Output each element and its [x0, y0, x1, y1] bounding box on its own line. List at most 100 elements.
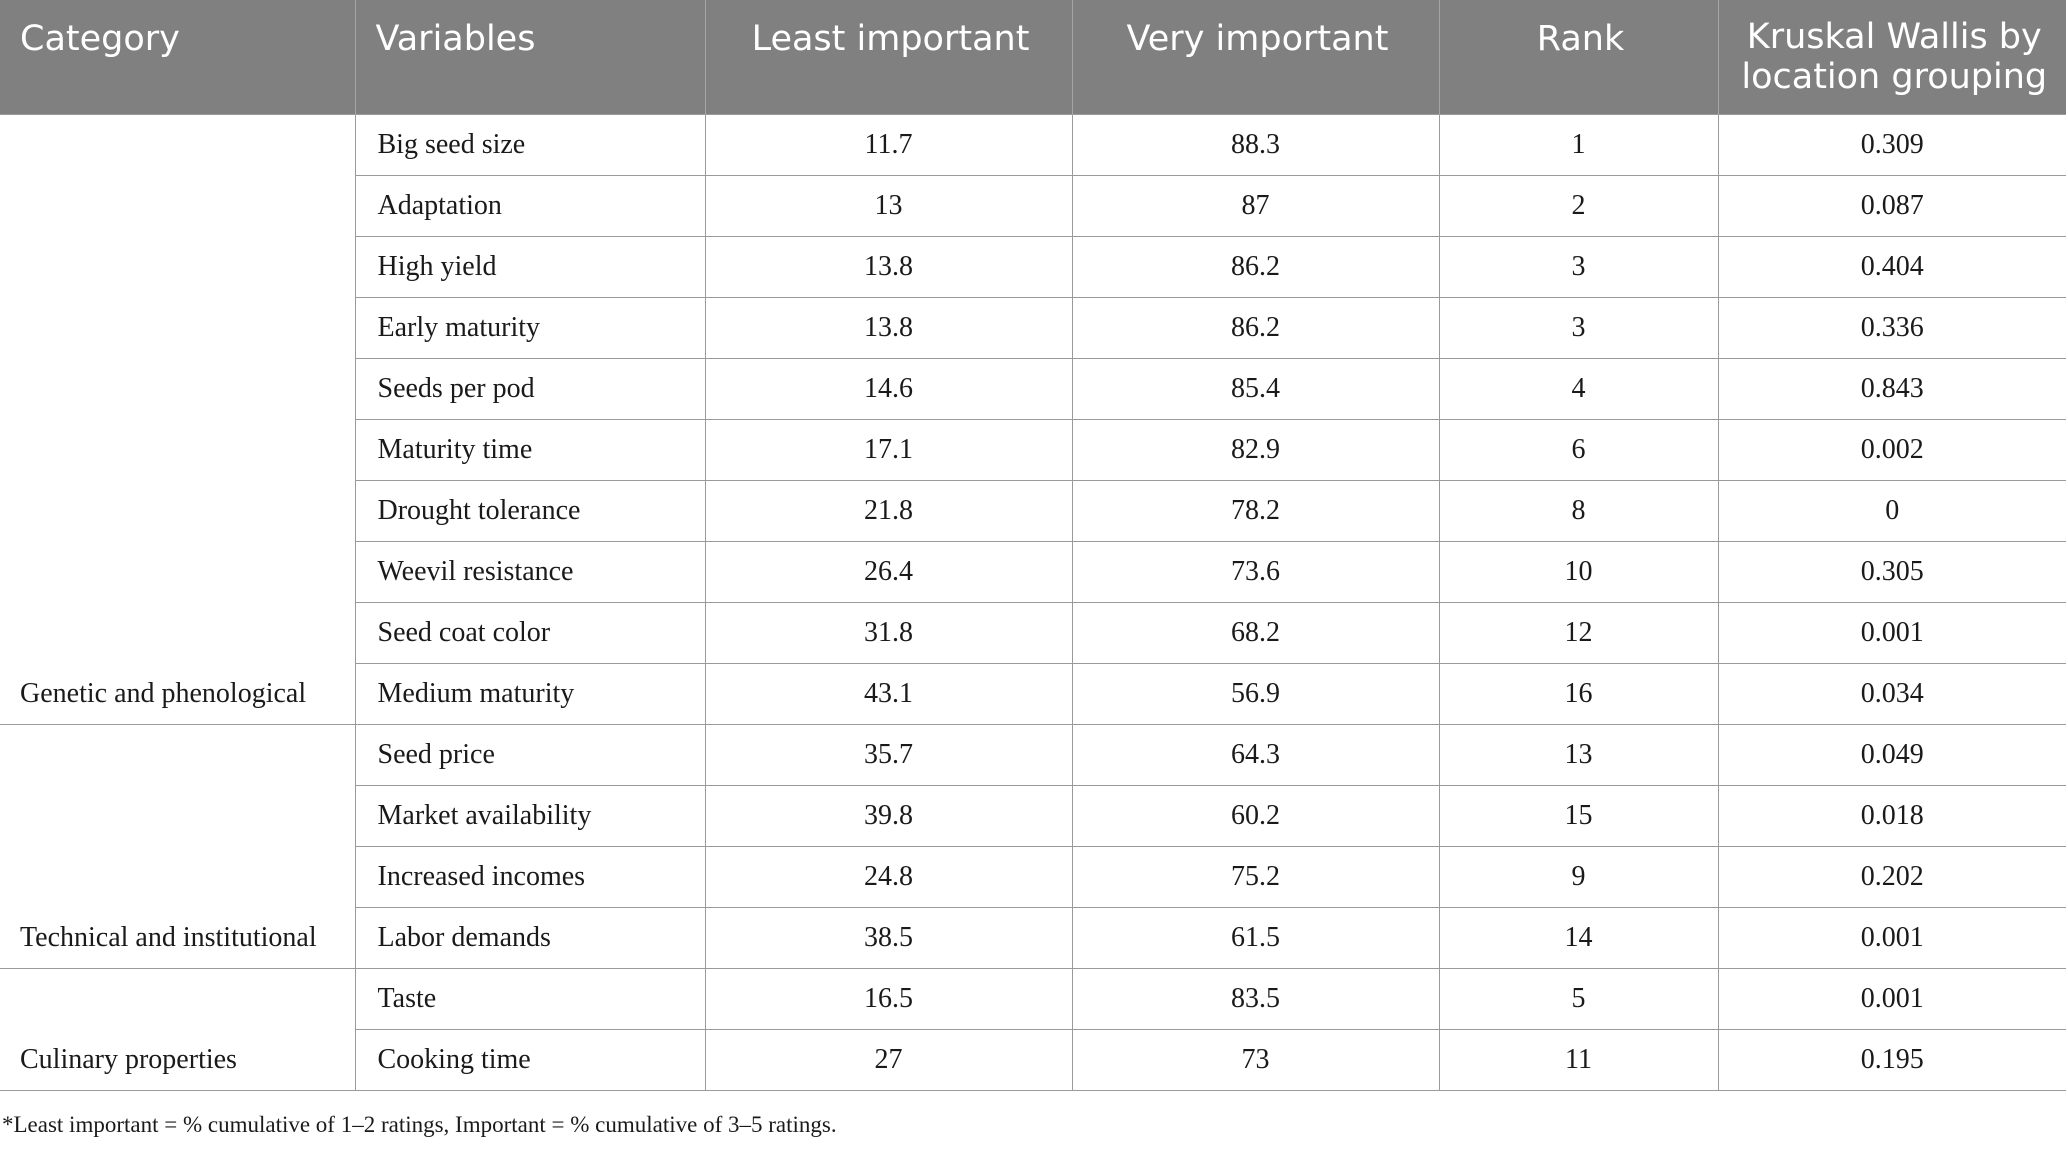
variable-cell: Seed price	[354, 723, 706, 786]
variable-cell: Medium maturity	[354, 662, 706, 725]
variable-cell: Labor demands	[354, 906, 706, 969]
least-important-cell: 31.8	[704, 601, 1073, 664]
least-important-cell: 17.1	[704, 418, 1073, 481]
least-important-cell: 11.7	[704, 113, 1073, 176]
rank-cell: 10	[1438, 540, 1719, 603]
very-important-cell: 85.4	[1071, 357, 1440, 420]
kruskal-wallis-cell: 0.002	[1717, 418, 2066, 481]
least-important-cell: 35.7	[704, 723, 1073, 786]
least-important-cell: 13.8	[704, 235, 1073, 298]
very-important-cell: 78.2	[1071, 479, 1440, 542]
very-important-cell: 83.5	[1071, 967, 1440, 1030]
kruskal-wallis-cell: 0.843	[1717, 357, 2066, 420]
header-variables: Variables	[355, 0, 706, 114]
table-row: Weevil resistance 26.4 73.6 10 0.305	[0, 540, 2066, 603]
very-important-cell: 87	[1071, 174, 1440, 237]
variable-cell: Weevil resistance	[354, 540, 706, 603]
least-important-cell: 14.6	[704, 357, 1073, 420]
kruskal-wallis-cell: 0.202	[1717, 845, 2066, 908]
rank-cell: 14	[1438, 906, 1719, 969]
rank-cell: 16	[1438, 662, 1719, 725]
table-row: Early maturity 13.8 86.2 3 0.336	[0, 296, 2066, 359]
rank-cell: 9	[1438, 845, 1719, 908]
very-important-cell: 68.2	[1071, 601, 1440, 664]
very-important-cell: 60.2	[1071, 784, 1440, 847]
kruskal-wallis-cell: 0.001	[1717, 601, 2066, 664]
kruskal-wallis-cell: 0.034	[1717, 662, 2066, 725]
variable-cell: Cooking time	[354, 1028, 706, 1091]
table-row: Genetic and phenological Big seed size 11.…	[0, 113, 2066, 725]
least-important-cell: 16.5	[704, 967, 1073, 1030]
rank-cell: 3	[1438, 235, 1719, 298]
variable-cell: Market availability	[354, 784, 706, 847]
rank-cell: 8	[1438, 479, 1719, 542]
header-category: Category	[0, 0, 356, 114]
very-important-cell: 82.9	[1071, 418, 1440, 481]
table-body: Genetic and phenological Big seed size 11.…	[0, 113, 2066, 1091]
header-least-important: Least important	[705, 0, 1073, 114]
kruskal-wallis-cell: 0.309	[1717, 113, 2066, 176]
rank-cell: 4	[1438, 357, 1719, 420]
very-important-cell: 75.2	[1071, 845, 1440, 908]
table-row: Medium maturity 43.1 56.9 16 0.034	[0, 662, 2066, 725]
kruskal-wallis-cell: 0.049	[1717, 723, 2066, 786]
variable-cell: Drought tolerance	[354, 479, 706, 542]
least-important-cell: 39.8	[704, 784, 1073, 847]
very-important-cell: 88.3	[1071, 113, 1440, 176]
rank-cell: 6	[1438, 418, 1719, 481]
variable-cell: Maturity time	[354, 418, 706, 481]
variable-cell: High yield	[354, 235, 706, 298]
category-cell: Genetic and phenological	[0, 113, 356, 725]
least-important-cell: 43.1	[704, 662, 1073, 725]
very-important-cell: 56.9	[1071, 662, 1440, 725]
kruskal-wallis-cell: 0	[1717, 479, 2066, 542]
table-row: Labor demands 38.5 61.5 14 0.001	[0, 906, 2066, 969]
kruskal-wallis-cell: 0.001	[1717, 906, 2066, 969]
rank-cell: 12	[1438, 601, 1719, 664]
ranking-table: Category Variables Least important Very …	[0, 0, 2066, 1091]
very-important-cell: 73.6	[1071, 540, 1440, 603]
kruskal-wallis-cell: 0.018	[1717, 784, 2066, 847]
least-important-cell: 24.8	[704, 845, 1073, 908]
header-row: Category Variables Least important Very …	[0, 0, 2066, 114]
kruskal-wallis-cell: 0.087	[1717, 174, 2066, 237]
rank-cell: 15	[1438, 784, 1719, 847]
table-row: Market availability 39.8 60.2 15 0.018	[0, 784, 2066, 847]
least-important-cell: 13.8	[704, 296, 1073, 359]
header-rank: Rank	[1439, 0, 1719, 114]
variable-cell: Increased incomes	[354, 845, 706, 908]
least-important-cell: 26.4	[704, 540, 1073, 603]
kruskal-wallis-cell: 0.404	[1717, 235, 2066, 298]
table-footnote: *Least important = % cumulative of 1–2 r…	[2, 1112, 837, 1137]
very-important-cell: 73	[1071, 1028, 1440, 1091]
very-important-cell: 64.3	[1071, 723, 1440, 786]
table-row: Increased incomes 24.8 75.2 9 0.202	[0, 845, 2066, 908]
kruskal-wallis-cell: 0.195	[1717, 1028, 2066, 1091]
variable-cell: Early maturity	[354, 296, 706, 359]
header-kruskal-wallis: Kruskal Wallis by location grouping	[1718, 0, 2066, 114]
rank-cell: 5	[1438, 967, 1719, 1030]
kruskal-wallis-cell: 0.336	[1717, 296, 2066, 359]
variable-cell: Big seed size	[354, 113, 706, 176]
table-header: Category Variables Least important Very …	[0, 0, 2066, 114]
header-kruskal-line2: location grouping	[1741, 56, 2048, 97]
variable-cell: Seeds per pod	[354, 357, 706, 420]
category-cell: Technical and institutional	[0, 723, 356, 969]
very-important-cell: 86.2	[1071, 296, 1440, 359]
rank-cell: 11	[1438, 1028, 1719, 1091]
category-cell: Culinary properties	[0, 967, 356, 1091]
least-important-cell: 38.5	[704, 906, 1073, 969]
table-row: Drought tolerance 21.8 78.2 8 0	[0, 479, 2066, 542]
kruskal-wallis-cell: 0.305	[1717, 540, 2066, 603]
very-important-cell: 86.2	[1071, 235, 1440, 298]
header-very-important: Very important	[1072, 0, 1440, 114]
variable-cell: Adaptation	[354, 174, 706, 237]
variable-cell: Seed coat color	[354, 601, 706, 664]
kruskal-wallis-cell: 0.001	[1717, 967, 2066, 1030]
variable-cell: Taste	[354, 967, 706, 1030]
table-row: High yield 13.8 86.2 3 0.404	[0, 235, 2066, 298]
rank-cell: 1	[1438, 113, 1719, 176]
rank-cell: 13	[1438, 723, 1719, 786]
table-row: Technical and institutional Seed price 35.…	[0, 723, 2066, 969]
table-row: Culinary properties Taste 16.5 83.5 5 0.001	[0, 967, 2066, 1091]
